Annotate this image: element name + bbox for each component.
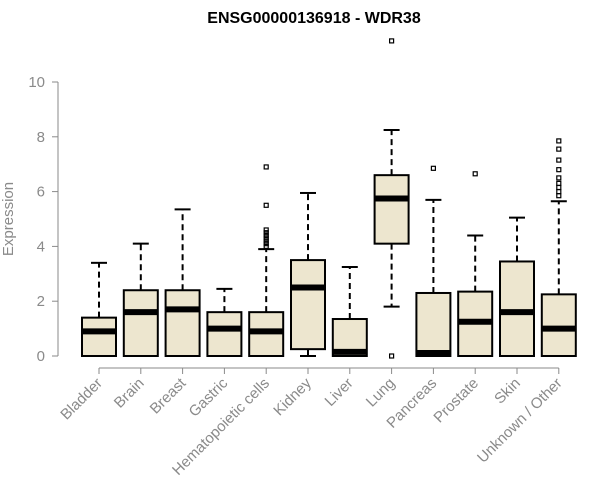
y-axis: 0 2 4 6 8 10 [28,74,59,365]
y-tick-label: 0 [37,348,45,365]
outlier-point [556,193,562,199]
box-pancreas [415,165,452,358]
x-tick-label: Liver [322,375,357,410]
box-kidney [290,191,326,357]
box-skin [499,216,535,357]
box-breast [164,208,201,357]
outlier-point [263,235,269,241]
outlier-point [556,184,562,191]
outlier-point [430,165,436,171]
x-tick-label: Bladder [57,375,106,424]
x-tick-label: Skin [491,375,524,408]
box-liver [331,265,368,358]
x-tick-label: Kidney [270,374,315,419]
y-tick-label: 4 [37,238,45,255]
box-prostate [457,171,494,357]
box-iqr [290,259,326,351]
outlier-point [556,180,562,186]
y-tick-label: 8 [37,129,45,146]
box-hematopoietic-cells [248,164,285,358]
outlier-point [263,164,269,170]
box-iqr [373,174,410,245]
x-tick-label: Breast [147,374,190,417]
outlier-point [263,243,269,249]
box-iqr [122,289,159,357]
box-bladder [81,261,117,358]
outlier-point [472,171,478,177]
box-iqr [540,293,577,358]
outlier-point [263,241,269,247]
y-tick-label: 6 [37,184,45,201]
box-lung [373,38,410,359]
outlier-point [263,232,269,239]
outlier-point [556,189,562,195]
outlier-point [263,230,269,236]
outlier-point [263,202,269,208]
x-tick-label: Brain [111,375,148,412]
box-iqr [499,260,535,357]
outlier-point [263,227,269,233]
box-iqr [81,316,117,358]
outlier-point [556,157,562,163]
boxes-group [81,38,577,359]
outlier-point [263,238,269,244]
outlier-point [556,167,562,173]
outlier-point [389,353,395,359]
box-iqr [206,311,243,358]
box-unknown-other [540,138,577,358]
y-tick-label: 2 [37,293,45,310]
outlier-point [556,138,562,144]
x-tick-label: Prostate [430,375,482,427]
chart-title: ENSG00000136918 - WDR38 [207,10,421,27]
x-tick-label: Lung [363,375,399,411]
box-iqr [415,291,452,358]
outlier-point [556,175,562,181]
y-axis-label: Expression [0,182,17,256]
box-brain [122,242,159,357]
box-iqr [164,289,201,357]
y-tick-label: 10 [28,74,45,91]
outlier-point [556,146,562,152]
box-gastric [206,287,243,358]
outlier-point [389,38,395,44]
